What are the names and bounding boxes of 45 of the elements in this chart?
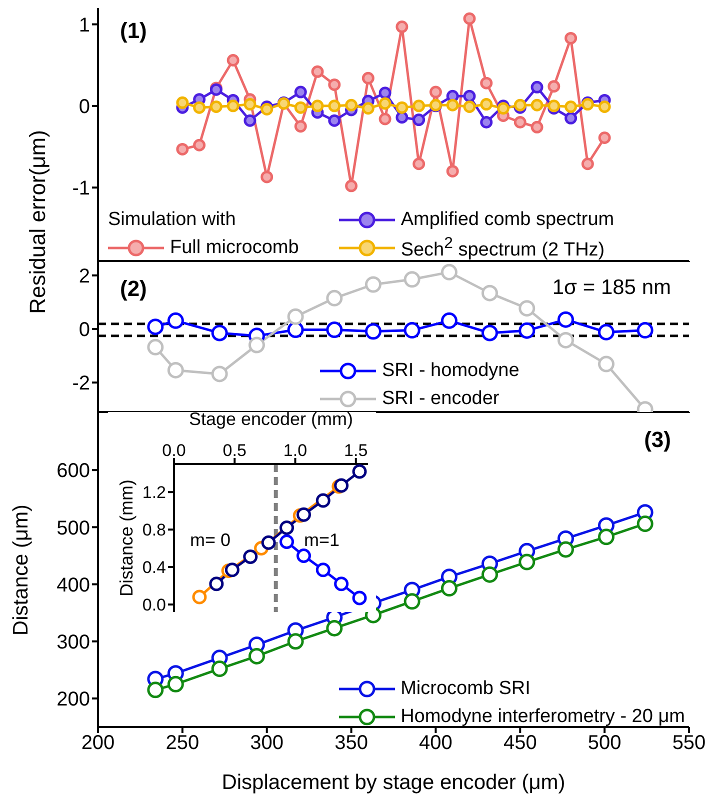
annotation: (1): [120, 18, 147, 44]
y-axis-title: Residual error(μm): [25, 130, 51, 314]
y-tick-label: 0.4: [142, 558, 166, 578]
annotation: 1σ = 185 nm: [552, 276, 671, 300]
y-tick-label: -1: [72, 178, 90, 200]
legend-label: Homodyne interferometry - 20 μm: [400, 706, 685, 728]
y-tick-label: 400: [56, 574, 90, 596]
legend-label: Microcomb SRI: [400, 678, 530, 700]
y-axis-title: Distance (μm): [9, 504, 32, 636]
x-tick-label: 250: [166, 732, 200, 754]
annotation: (2): [120, 276, 147, 302]
x-tick-label: 550: [672, 732, 706, 754]
y-tick-label: 1: [78, 14, 90, 36]
x-tick-label: 1.0: [283, 441, 308, 460]
legend-label: SRI - encoder: [382, 388, 500, 410]
y-tick-label: 200: [56, 688, 90, 711]
legend-label: Sech$^{2}$ spectrum (2 THz): [400, 234, 605, 262]
x-tick-label: 0.0: [162, 441, 186, 460]
x-tick-label: 1.5: [344, 441, 368, 460]
y-tick-label: 0: [78, 96, 90, 118]
y-tick-label: -2: [72, 372, 90, 395]
y-tick-label: 2: [78, 265, 90, 288]
legend-label: Amplified comb spectrum: [400, 209, 614, 231]
x-tick-label: 450: [503, 732, 537, 754]
y-axis-title: Distance (mm): [116, 479, 136, 597]
y-tick-label: 0.0: [142, 596, 166, 615]
y-tick-label: 500: [56, 517, 90, 540]
x-tick-label: 0.5: [222, 441, 246, 460]
x-tick-label: 400: [419, 732, 452, 754]
x-axis-title: Stage encoder (mm): [188, 408, 354, 429]
x-axis-title: Displacement by stage encoder (μm): [222, 771, 566, 794]
y-tick-label: 0.8: [142, 520, 166, 540]
legend-label: SRI - homodyne: [382, 360, 520, 382]
y-tick-label: 300: [56, 631, 90, 654]
legend-label: Full microcomb: [170, 237, 299, 259]
y-tick-label: 1.2: [142, 483, 166, 502]
x-tick-label: 500: [588, 732, 622, 754]
annotation: m= 0: [190, 530, 231, 551]
annotation: m=1: [304, 530, 340, 551]
x-tick-label: 300: [250, 732, 284, 754]
y-tick-label: 0: [78, 319, 90, 342]
y-tick-label: 600: [56, 460, 90, 482]
legend-title: Simulation with: [108, 208, 237, 232]
x-tick-label: 350: [334, 732, 368, 754]
annotation: (3): [644, 427, 671, 453]
